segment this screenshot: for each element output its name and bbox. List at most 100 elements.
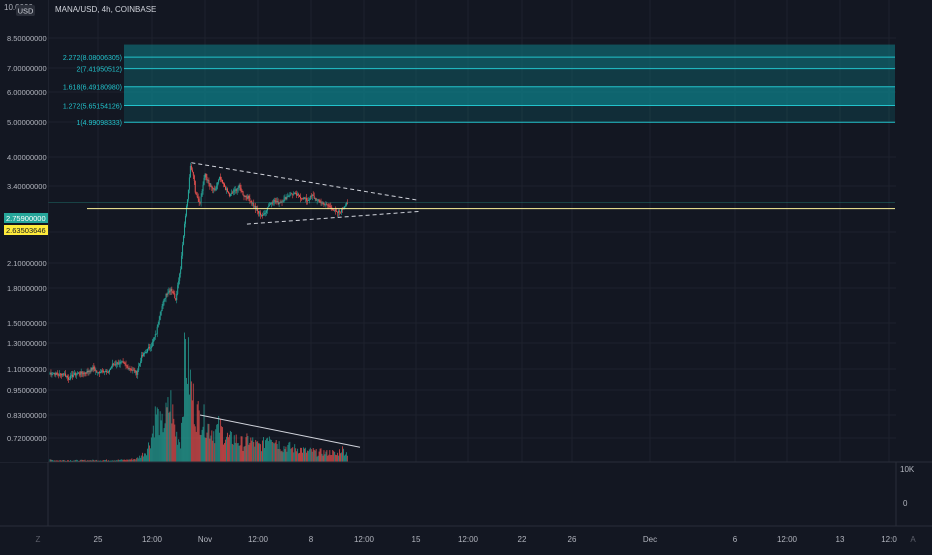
candle-body <box>172 291 174 294</box>
volume-bar <box>310 449 312 462</box>
candle-body <box>341 209 342 213</box>
candle-body <box>82 373 84 375</box>
volume-bar <box>193 424 195 462</box>
price-tick-12: 0.95000000 <box>7 386 47 395</box>
candle-body <box>300 196 302 199</box>
volume-bar <box>119 459 121 462</box>
candle-body <box>94 369 96 371</box>
volume-bar <box>120 459 122 462</box>
volume-bar <box>137 457 139 462</box>
volume-bar <box>177 444 179 462</box>
volume-bar <box>63 460 65 462</box>
candle-body <box>194 181 196 193</box>
candle-body <box>127 366 129 369</box>
candle-body <box>198 198 200 202</box>
candle-body <box>303 197 305 199</box>
candle-body <box>333 210 335 211</box>
candle-body <box>93 366 95 370</box>
volume-bar <box>201 429 203 462</box>
candle-body <box>205 174 207 177</box>
candle-body <box>240 187 242 192</box>
volume-bar <box>224 443 225 462</box>
volume-bar <box>339 449 340 462</box>
volume-bar <box>265 438 267 462</box>
volume-bar <box>205 437 207 462</box>
candle-body <box>147 347 149 349</box>
price-tick-2: 6.00000000 <box>7 88 47 97</box>
volume-bar <box>243 446 245 462</box>
auto-scale-a-icon[interactable]: A <box>910 535 916 544</box>
volume-bar <box>200 435 202 462</box>
candle-body <box>219 176 221 180</box>
volume-bar <box>79 459 81 462</box>
volume-bar <box>118 460 120 462</box>
candle-body <box>77 372 79 374</box>
candle-body <box>242 191 244 195</box>
volume-bar <box>238 445 240 462</box>
symbol-title: MANA/USD, 4h, COINBASE <box>55 5 156 14</box>
currency-badge-bg[interactable] <box>16 5 35 16</box>
volume-bar <box>223 444 224 462</box>
volume-bar <box>269 439 271 462</box>
volume-bar <box>218 416 220 462</box>
candle-body <box>64 373 66 375</box>
volume-bar <box>147 448 148 462</box>
fib-label-0: 2.272(8.08006305) <box>63 55 122 62</box>
volume-bar <box>113 460 115 462</box>
volume-bar <box>148 445 150 462</box>
candle-body <box>337 211 339 213</box>
candle-body <box>254 206 256 207</box>
candle-body <box>183 235 185 245</box>
candle-body <box>126 365 128 367</box>
candle-body <box>226 188 228 192</box>
candle-body <box>144 352 146 354</box>
candle-body <box>122 361 124 363</box>
volume-bar <box>71 460 73 462</box>
candle-body <box>61 373 63 376</box>
candle-body <box>282 201 284 203</box>
candle-body <box>70 374 72 376</box>
candle-body <box>124 363 126 365</box>
volume-bar <box>75 459 77 462</box>
volume-bar <box>117 459 119 462</box>
candle-body <box>238 184 240 188</box>
volume-bar <box>325 451 327 462</box>
volume-bar <box>279 449 281 462</box>
volume-bar <box>296 451 298 462</box>
candle-body <box>132 369 134 371</box>
volume-bar <box>162 432 164 462</box>
volume-bar <box>173 418 175 462</box>
volume-bar <box>286 451 288 462</box>
volume-bar <box>211 430 213 462</box>
candle-body <box>230 192 232 194</box>
triangle-upper-line <box>191 162 420 201</box>
candle-body <box>225 188 227 190</box>
volume-bar <box>182 416 184 462</box>
candle-body <box>116 362 118 365</box>
candle-body <box>227 191 229 194</box>
volume-bar <box>285 446 287 462</box>
volume-bar <box>55 460 57 462</box>
volume-bar <box>52 460 54 462</box>
candle-body <box>71 374 73 377</box>
candle-body <box>100 372 102 374</box>
candle-body <box>148 347 150 349</box>
volume-bar <box>321 453 323 462</box>
volume-bar <box>202 426 204 462</box>
volume-bar <box>58 460 60 462</box>
volume-bar <box>186 377 187 462</box>
volume-bar <box>110 460 112 462</box>
candle-body <box>65 373 67 377</box>
volume-bar <box>100 460 102 462</box>
time-axis[interactable]: 25 12:00 Nov 12:00 8 12:00 15 12:00 22 26 Dec 6 12:0… <box>94 535 898 544</box>
candle-body <box>155 333 157 335</box>
candle-body <box>99 371 101 374</box>
currency-badge[interactable]: USD <box>18 7 34 16</box>
candle-body <box>247 195 249 199</box>
candle-body <box>79 373 81 375</box>
volume-bar <box>195 431 197 462</box>
volume-bar <box>152 425 154 462</box>
timezone-z-icon[interactable]: Z <box>36 535 41 544</box>
